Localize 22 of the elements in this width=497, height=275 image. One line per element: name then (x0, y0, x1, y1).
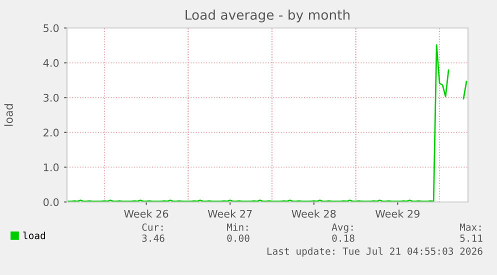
y-tick-label: 4.0 (43, 59, 59, 67)
y-tick-label: 0.0 (43, 198, 59, 206)
text: Max: (460, 224, 481, 231)
x-tick-label: Week 26 (124, 210, 168, 218)
text: Cur: (142, 223, 163, 231)
text: 3.46 (142, 234, 164, 242)
chart-title: Load average - by month (186, 10, 350, 22)
x-tick-label: Week 27 (208, 210, 252, 218)
text: Last update: Tue Jul 21 04:55:03 2026 (267, 247, 482, 257)
text: Min: (226, 223, 248, 231)
text: 0.00 (227, 234, 250, 242)
y-tick-label: 2.0 (44, 128, 59, 137)
text: 0.18 (332, 234, 354, 242)
y-axis-title: load (4, 104, 13, 126)
y-tick-label: 5.0 (44, 24, 59, 32)
text: Avg: (332, 224, 353, 233)
y-tick-label: 3.0 (44, 94, 59, 102)
legend-label: load (23, 232, 46, 240)
x-tick-label: Week 28 (292, 210, 336, 218)
x-tick-label: Week 29 (375, 210, 420, 218)
y-tick-label: 1.0 (44, 163, 59, 172)
text: 5.11 (460, 234, 482, 242)
